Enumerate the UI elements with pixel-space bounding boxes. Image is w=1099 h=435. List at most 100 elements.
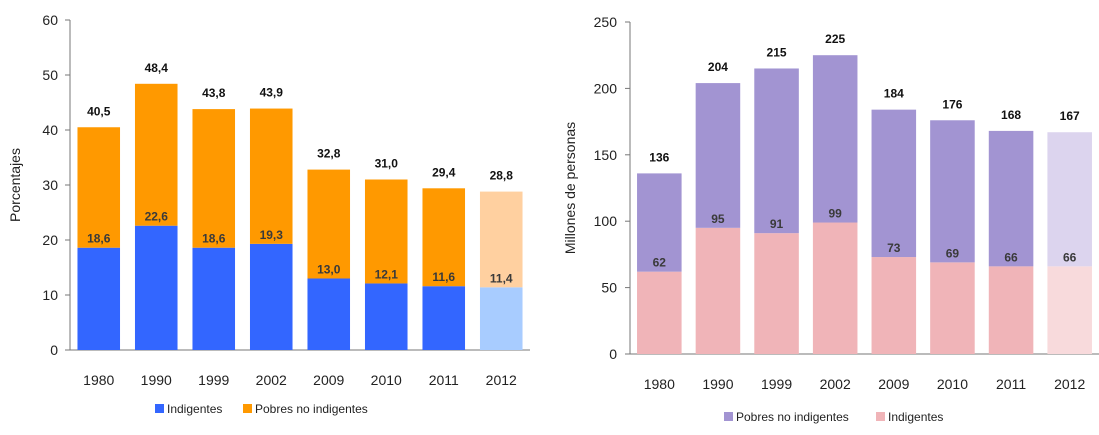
bar-segment-label: 69 xyxy=(946,246,960,260)
bar-indigentes xyxy=(812,222,858,354)
bar-indigentes xyxy=(988,266,1034,354)
y-tick-label: 50 xyxy=(601,280,617,296)
bar-indigentes xyxy=(134,225,178,350)
y-tick-label: 150 xyxy=(594,147,618,163)
legend-label: Indigentes xyxy=(888,410,943,424)
bar-total-label: 43,9 xyxy=(260,86,284,100)
bar-pobres-no-indigentes xyxy=(754,68,799,234)
legend-label: Pobres no indigentes xyxy=(736,410,849,424)
bar-total-label: 29,4 xyxy=(432,165,456,179)
bar-indigentes xyxy=(422,286,466,350)
legend-swatch xyxy=(876,412,885,421)
legend-label: Indigentes xyxy=(167,402,222,416)
x-tick-label: 2009 xyxy=(313,372,344,388)
bar-indigentes xyxy=(307,278,351,350)
y-tick-label: 0 xyxy=(50,342,58,358)
bar-indigentes xyxy=(754,233,799,354)
y-tick-label: 200 xyxy=(594,80,618,96)
bar-pobres-no-indigentes xyxy=(364,179,408,284)
bar-segment-label: 12,1 xyxy=(375,267,399,281)
bar-segment-label: 95 xyxy=(711,212,725,226)
y-tick-label: 60 xyxy=(42,12,58,28)
bar-indigentes xyxy=(77,247,121,350)
bar-total-label: 184 xyxy=(884,87,904,101)
y-tick-label: 100 xyxy=(594,213,618,229)
bar-segment-label: 66 xyxy=(1063,250,1077,264)
x-tick-label: 2002 xyxy=(256,372,287,388)
bar-total-label: 168 xyxy=(1001,108,1021,122)
bar-indigentes xyxy=(192,247,236,350)
bar-segment-label: 99 xyxy=(829,207,843,221)
x-tick-label: 2010 xyxy=(371,372,402,388)
bar-total-label: 176 xyxy=(942,97,962,111)
bar-total-label: 225 xyxy=(825,32,845,46)
bar-indigentes xyxy=(871,257,917,354)
bar-total-label: 28,8 xyxy=(490,169,514,183)
x-tick-label: 2012 xyxy=(1054,376,1085,392)
x-tick-label: 1980 xyxy=(83,372,114,388)
bar-total-label: 136 xyxy=(649,150,669,164)
x-tick-label: 2009 xyxy=(878,376,909,392)
y-tick-label: 250 xyxy=(594,14,618,30)
x-tick-label: 2002 xyxy=(820,376,851,392)
bar-segment-label: 19,3 xyxy=(260,228,284,242)
y-tick-label: 50 xyxy=(42,67,58,83)
legend-swatch xyxy=(243,404,252,413)
chart-poverty-millions: Millones de personas 0 50 100 150 200 250 136 62… xyxy=(562,14,1099,424)
x-tick-label: 2010 xyxy=(937,376,968,392)
bar-segment-label: 66 xyxy=(1004,250,1018,264)
bar-total-label: 31,0 xyxy=(375,157,399,171)
y-tick-label: 0 xyxy=(609,346,617,362)
bar-pobres-no-indigentes xyxy=(695,83,741,228)
bar-pobres-no-indigentes xyxy=(134,83,178,226)
bar-pobres-no-indigentes xyxy=(192,109,236,248)
bar-indigentes xyxy=(479,287,523,350)
x-tick-label: 1999 xyxy=(198,372,229,388)
bar-indigentes xyxy=(930,262,975,354)
bar-pobres-no-indigentes xyxy=(930,120,975,263)
bar-segment-label: 11,4 xyxy=(490,271,513,285)
x-tick-label: 2011 xyxy=(429,372,459,388)
y-tick-label: 40 xyxy=(42,122,58,138)
x-tick-label: 1990 xyxy=(141,372,172,388)
bar-total-label: 215 xyxy=(767,45,787,59)
legend-swatch xyxy=(724,412,733,421)
bar-indigentes xyxy=(364,283,408,350)
bar-total-label: 43,8 xyxy=(202,86,226,100)
bar-pobres-no-indigentes xyxy=(77,127,121,248)
x-tick-label: 1980 xyxy=(644,376,675,392)
bar-pobres-no-indigentes xyxy=(871,109,917,258)
bar-indigentes xyxy=(695,227,741,354)
bar-segment-label: 11,6 xyxy=(432,270,455,284)
bar-indigentes xyxy=(637,271,682,354)
bar-total-label: 204 xyxy=(708,60,728,74)
bar-pobres-no-indigentes xyxy=(479,191,523,288)
bar-indigentes xyxy=(1047,266,1092,354)
bar-pobres-no-indigentes xyxy=(422,188,466,287)
y-axis-title: Porcentajes xyxy=(7,148,23,222)
bar-segment-label: 13,0 xyxy=(317,263,341,277)
bar-total-label: 40,5 xyxy=(87,104,111,118)
bar-segment-label: 18,6 xyxy=(87,232,111,246)
bar-segment-label: 62 xyxy=(653,256,667,270)
y-tick-label: 10 xyxy=(42,287,58,303)
x-tick-label: 1990 xyxy=(702,376,733,392)
chart-poverty-percentages: Porcentajes 0 10 20 30 40 50 60 40,5 18,6 1980 48,4… xyxy=(7,12,530,416)
bar-segment-label: 22,6 xyxy=(145,210,169,224)
bar-segment-label: 73 xyxy=(887,241,901,255)
bar-pobres-no-indigentes xyxy=(812,55,858,223)
legend-label: Pobres no indigentes xyxy=(255,402,368,416)
bar-pobres-no-indigentes xyxy=(1047,132,1092,267)
y-axis-title: Millones de personas xyxy=(562,122,578,254)
bar-indigentes xyxy=(249,243,293,350)
x-tick-label: 2012 xyxy=(486,372,517,388)
bar-pobres-no-indigentes xyxy=(249,108,293,244)
bar-segment-label: 18,6 xyxy=(202,232,226,246)
y-tick-label: 20 xyxy=(42,232,58,248)
bar-pobres-no-indigentes xyxy=(307,169,351,279)
bar-pobres-no-indigentes xyxy=(988,130,1034,267)
legend-swatch xyxy=(155,404,164,413)
x-tick-label: 2011 xyxy=(996,376,1026,392)
bar-segment-label: 91 xyxy=(770,217,784,231)
